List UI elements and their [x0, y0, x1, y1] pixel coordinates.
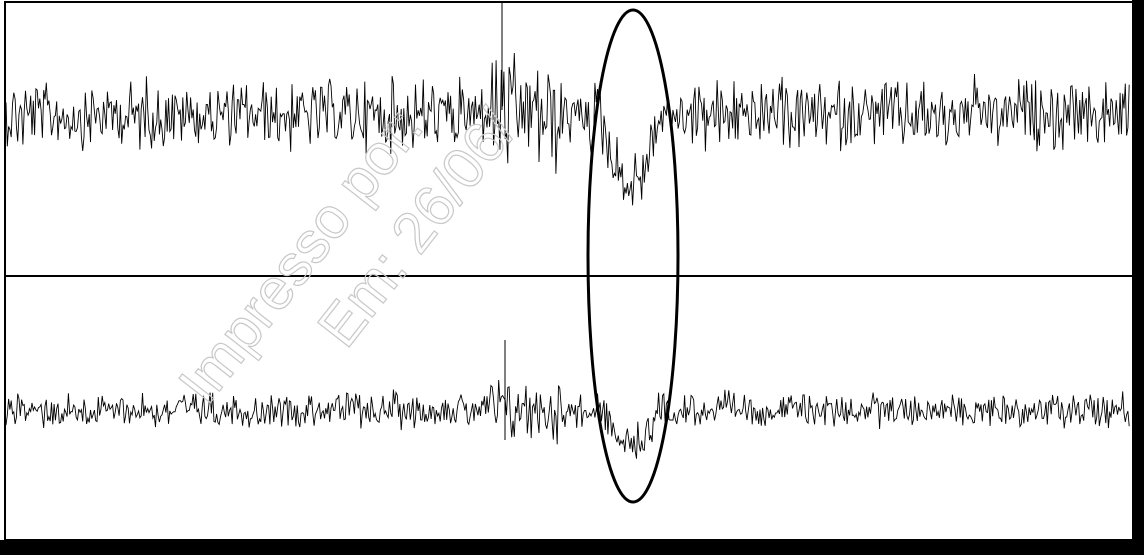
signal-trace	[5, 379, 1130, 459]
highlight-ellipse	[586, 8, 680, 504]
signal-trace	[5, 52, 1130, 206]
bottom-edge	[0, 540, 1144, 555]
right-edge	[1132, 0, 1144, 555]
traces	[5, 52, 1130, 459]
